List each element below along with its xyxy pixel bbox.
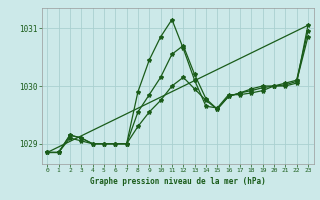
X-axis label: Graphe pression niveau de la mer (hPa): Graphe pression niveau de la mer (hPa) xyxy=(90,177,266,186)
